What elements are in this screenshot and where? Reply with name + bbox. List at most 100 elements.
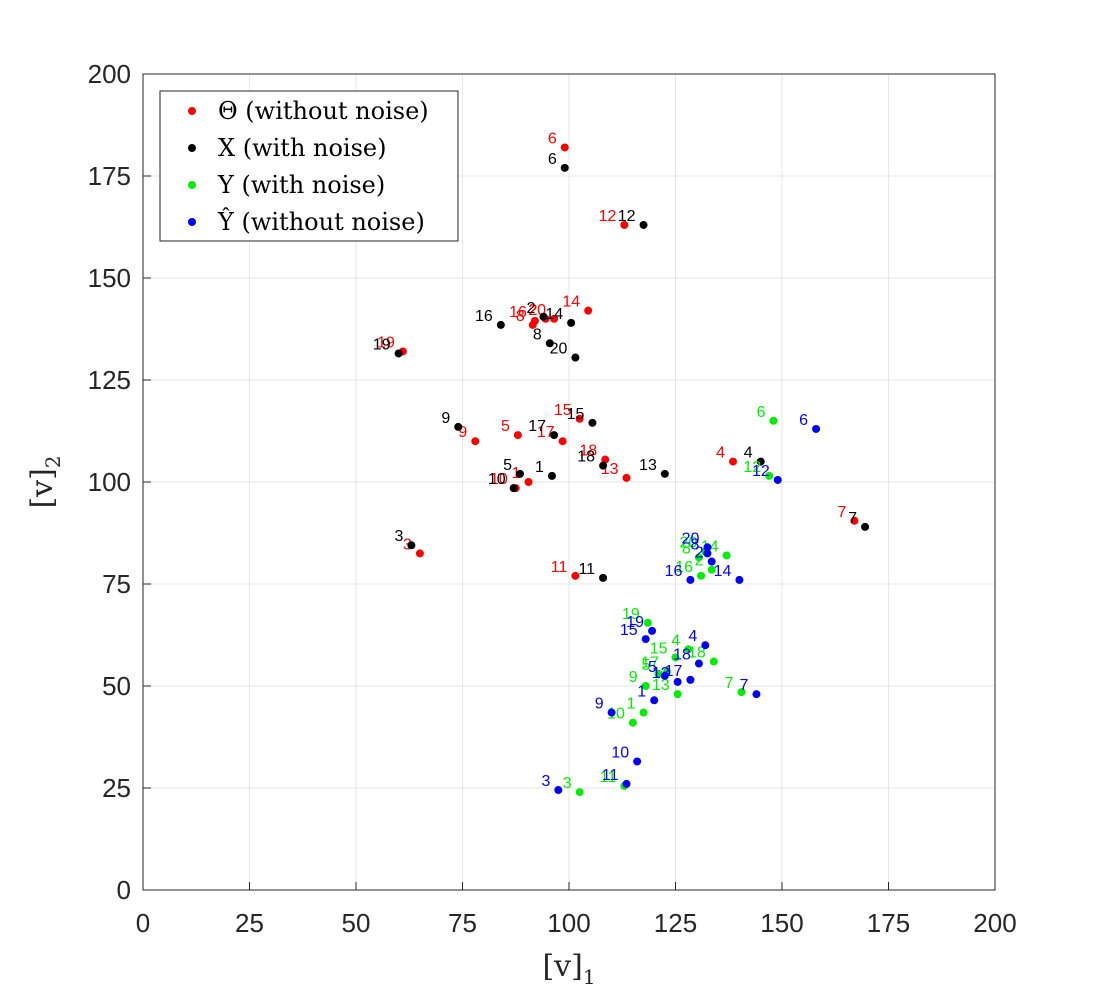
data-point (660, 469, 669, 478)
point-label: 13 (639, 457, 657, 474)
point-label: 1 (637, 683, 646, 700)
data-point (513, 431, 522, 440)
data-point (812, 424, 821, 433)
data-point (643, 618, 652, 627)
point-label: 4 (671, 632, 680, 649)
data-point (567, 318, 576, 327)
data-point (769, 416, 778, 425)
point-label: 2 (695, 545, 704, 562)
point-label: 16 (665, 563, 683, 580)
legend-box (159, 90, 459, 242)
legend-entry: X (with noise) (218, 134, 387, 162)
point-label: 11 (578, 561, 595, 578)
data-point (560, 143, 569, 152)
data-point (709, 657, 718, 666)
data-point (588, 418, 597, 427)
data-point (686, 675, 695, 684)
y-tick-label: 75 (102, 569, 131, 599)
x-tick-label: 125 (654, 908, 697, 938)
point-label: 7 (838, 504, 847, 521)
x-tick-label: 100 (547, 908, 590, 938)
point-label: 3 (541, 773, 550, 790)
point-label: 6 (757, 404, 766, 421)
point-label: 1 (535, 459, 544, 476)
y-tick-label: 175 (88, 161, 131, 191)
data-point (639, 220, 648, 229)
data-point (550, 431, 559, 440)
y-tick-label: 100 (88, 467, 131, 497)
data-point (648, 626, 657, 635)
y-tick-label: 125 (88, 365, 131, 395)
point-label: 5 (642, 657, 651, 674)
point-label: 6 (799, 412, 808, 429)
point-label: 9 (441, 410, 450, 427)
data-point (641, 635, 650, 644)
data-point (684, 645, 693, 654)
data-point (673, 677, 682, 686)
point-label: 9 (458, 424, 467, 441)
x-tick-label: 175 (867, 908, 910, 938)
x-tick-label: 50 (342, 908, 371, 938)
y-tick-label: 25 (102, 773, 131, 803)
x-tick-label: 0 (136, 908, 150, 938)
data-point (622, 473, 631, 482)
data-point (415, 549, 424, 558)
point-label: 7 (725, 675, 734, 692)
y-tick-label: 200 (88, 59, 131, 89)
data-point (729, 457, 738, 466)
point-label: 18 (579, 443, 597, 460)
data-point (575, 414, 584, 423)
point-label: 18 (673, 647, 691, 664)
point-label: 19 (626, 614, 644, 631)
data-point (633, 757, 642, 766)
data-point (861, 522, 870, 531)
y-tick-label: 50 (102, 671, 131, 701)
data-point (622, 779, 631, 788)
data-point (584, 306, 593, 315)
data-point (628, 718, 637, 727)
legend: Θ (without noise) X (with noise) Y (with n… (159, 90, 459, 242)
data-point (639, 708, 648, 717)
data-point (773, 475, 782, 484)
point-label: 5 (503, 457, 512, 474)
point-label: 14 (562, 294, 580, 311)
point-label: 11 (551, 559, 568, 576)
point-label: 2 (529, 302, 538, 319)
point-label: 17 (537, 424, 555, 441)
data-point (850, 516, 859, 525)
point-label: 5 (501, 418, 510, 435)
legend-marker (188, 218, 196, 226)
data-point (697, 571, 706, 580)
data-point (641, 682, 650, 690)
legend-marker (188, 144, 196, 152)
data-point (407, 541, 416, 550)
point-label: 15 (554, 402, 572, 419)
data-point (560, 163, 569, 172)
data-point (671, 653, 680, 662)
y-axis-label: [v]2 (25, 455, 65, 508)
point-label: 15 (620, 622, 638, 639)
point-label: 20 (682, 530, 700, 547)
data-points: 1234567891011121314151617181920123456789… (373, 130, 870, 797)
point-label: 20 (680, 534, 698, 551)
point-label: 9 (629, 669, 638, 686)
data-point (471, 437, 480, 446)
data-point (601, 455, 610, 464)
data-point (650, 696, 659, 705)
point-label: 11 (600, 769, 617, 786)
data-point (765, 471, 774, 480)
x-tick-label: 25 (235, 908, 264, 938)
data-point (737, 688, 746, 697)
point-label: 14 (714, 563, 732, 580)
point-label: 8 (516, 308, 525, 325)
point-label: 9 (595, 696, 604, 713)
data-point (516, 469, 525, 478)
point-label: 2 (527, 300, 536, 317)
data-point (599, 573, 608, 582)
data-point (694, 659, 703, 668)
point-label: 19 (377, 334, 395, 351)
data-point (735, 575, 744, 584)
data-point (571, 353, 580, 362)
point-label: 17 (641, 655, 659, 672)
